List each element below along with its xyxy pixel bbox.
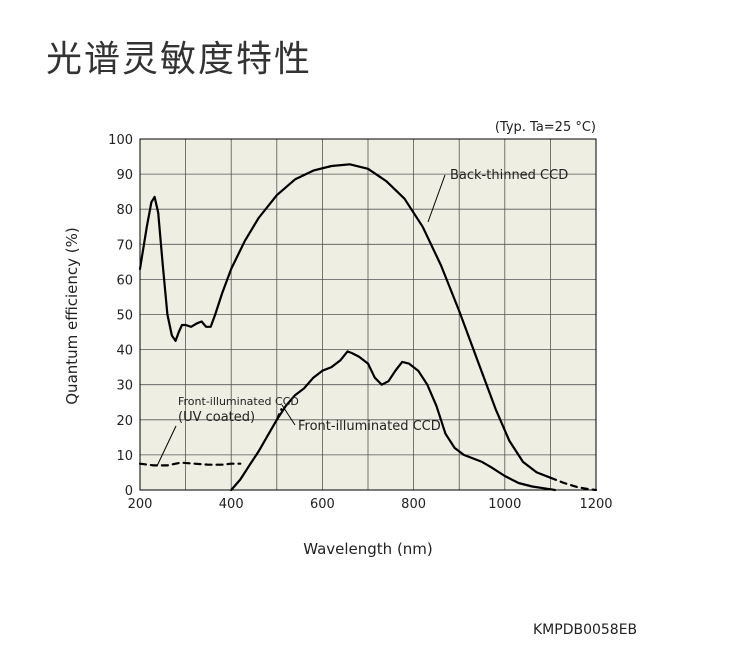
- x-tick-label: 1000: [488, 497, 521, 512]
- y-tick-label: 70: [116, 238, 133, 253]
- annotation-label: Front-illuminated CCD: [298, 419, 441, 434]
- series-line-0: [138, 163, 552, 479]
- series-line-1: [549, 476, 598, 492]
- x-tick-label: 600: [310, 497, 335, 512]
- x-tick-label: 1200: [579, 497, 612, 512]
- annotation-leader: [156, 425, 177, 467]
- series-group: [138, 163, 598, 492]
- annotation-leader: [281, 404, 296, 426]
- y-tick-label: 90: [116, 168, 133, 183]
- y-tick-label: 30: [116, 379, 133, 394]
- annotation-label: Back-thinned CCD: [450, 168, 568, 183]
- annotation-label: (UV coated): [178, 410, 255, 425]
- y-tick-label: 0: [125, 484, 133, 499]
- y-tick-label: 100: [108, 133, 133, 148]
- series-line-2: [230, 350, 557, 492]
- series-line-3: [138, 461, 242, 467]
- y-tick-label: 20: [116, 414, 133, 429]
- annotations: Back-thinned CCD Front-illuminated CCD Fro…: [156, 168, 568, 467]
- series-line-4: [275, 408, 283, 421]
- x-tick-label: 200: [128, 497, 153, 512]
- page-title: 光谱灵敏度特性: [46, 39, 313, 80]
- x-tick-label: 800: [401, 497, 426, 512]
- chart-conditions: (Typ. Ta=25 °C): [495, 120, 596, 135]
- document-code: KMPDB0058EB: [533, 622, 638, 638]
- y-tick-label: 40: [116, 344, 133, 359]
- y-tick-label: 80: [116, 203, 133, 218]
- y-axis-label: Quantum efficiency (%): [63, 227, 81, 405]
- x-tick-label: 400: [219, 497, 244, 512]
- plot-frame: [139, 138, 597, 491]
- x-axis-label: Wavelength (nm): [303, 540, 433, 558]
- y-tick-label: 50: [116, 309, 133, 324]
- x-tick-labels: 200 400 600 800 1000 1200: [128, 497, 613, 512]
- y-tick-label: 10: [116, 449, 133, 464]
- y-tick-label: 60: [116, 273, 133, 288]
- annotation-label: Front-illuminated CCD: [178, 395, 299, 408]
- y-tick-labels: 0 10 20 30 40 50 60 70 80 90 100: [108, 133, 133, 499]
- annotation-leader: [427, 174, 446, 223]
